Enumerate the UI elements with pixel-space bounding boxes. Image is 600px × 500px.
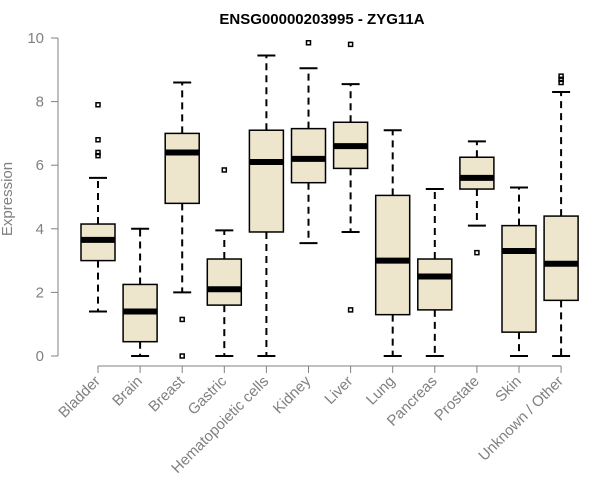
iqr-box — [248, 129, 285, 233]
x-tick-label: Breast — [145, 372, 188, 415]
x-tick-label: Bladder — [55, 373, 104, 422]
boxes-group — [80, 40, 579, 359]
outlier-point — [95, 152, 101, 159]
outlier-point — [558, 79, 564, 86]
iqr-box — [290, 127, 327, 184]
outlier-point — [95, 102, 101, 108]
iqr-box — [543, 215, 579, 302]
y-tick-label: 8 — [36, 94, 44, 111]
outlier-point — [179, 353, 185, 359]
outlier-point — [558, 73, 564, 79]
y-tick-label: 0 — [36, 348, 44, 365]
y-ticks: 0 2 4 6 8 10 — [27, 30, 58, 365]
y-axis-label: Expression — [0, 162, 16, 236]
x-tick-label: Skin — [492, 373, 525, 406]
outlier-point — [474, 249, 480, 256]
iqr-box — [417, 258, 453, 311]
y-tick-label: 4 — [36, 221, 44, 238]
box-gastric — [206, 167, 243, 357]
y-tick-label: 2 — [36, 284, 44, 301]
x-tick-label: Liver — [321, 373, 356, 408]
box-breast — [164, 81, 200, 359]
iqr-box — [459, 156, 495, 190]
outlier-point — [347, 307, 354, 313]
outlier-point — [95, 137, 101, 143]
box-liver — [332, 41, 369, 313]
outlier-point — [305, 40, 312, 46]
iqr-box — [206, 258, 243, 306]
box-unknown-other — [543, 73, 579, 357]
outlier-point — [558, 76, 564, 83]
outlier-point — [221, 167, 228, 173]
outlier-point — [95, 149, 101, 156]
box-bladder — [80, 102, 116, 313]
box-prostate — [459, 140, 495, 256]
chart-title: ENSG00000203995 - ZYG11A — [219, 11, 424, 28]
box-pancreas — [417, 188, 453, 357]
x-tick-label: Lung — [363, 373, 399, 409]
box-skin — [501, 186, 537, 357]
box-kidney — [290, 40, 327, 245]
iqr-box — [501, 224, 537, 333]
iqr-box — [164, 132, 200, 205]
y-tick-label: 10 — [27, 30, 44, 47]
box-lung — [374, 129, 411, 357]
x-tick-label: Kidney — [270, 372, 315, 417]
x-tick-label: Prostate — [431, 373, 483, 425]
outlier-point — [179, 316, 185, 323]
outlier-point — [347, 41, 354, 48]
iqr-box — [374, 194, 411, 316]
box-hematopoietic-cells — [248, 54, 285, 357]
box-brain — [122, 227, 158, 357]
y-tick-label: 6 — [36, 157, 44, 174]
x-tick-label: Brain — [109, 373, 146, 410]
